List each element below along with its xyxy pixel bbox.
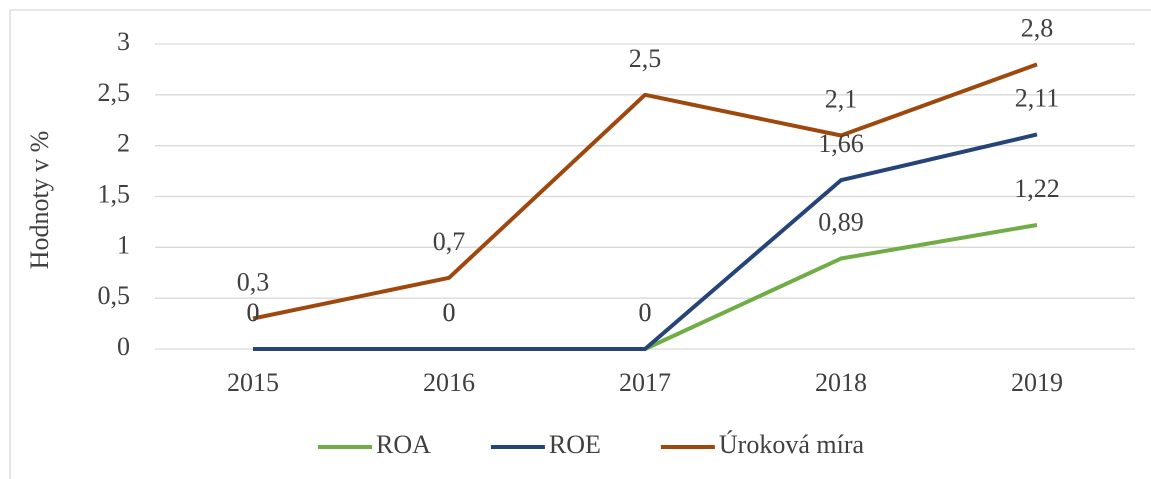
- data-label: 1,66: [818, 129, 864, 158]
- x-tick-label: 2015: [227, 368, 279, 397]
- y-tick-label: 2,5: [98, 78, 131, 107]
- y-tick-label: 0: [117, 332, 130, 361]
- data-label: 0,89: [818, 207, 864, 236]
- data-label: 2,11: [1015, 83, 1060, 112]
- y-tick-label: 2: [117, 129, 130, 158]
- chart-border: [9, 9, 1151, 479]
- x-tick-label: 2017: [619, 368, 671, 397]
- data-label: 2,8: [1021, 13, 1054, 42]
- y-axis-label: Hodnoty v %: [25, 131, 54, 270]
- y-tick-label: 3: [117, 27, 130, 56]
- data-label: 0: [247, 298, 260, 327]
- data-label: 0: [639, 298, 652, 327]
- series-line: [252, 62, 1038, 321]
- data-label: 0: [443, 298, 456, 327]
- data-label: 1,22: [1014, 174, 1060, 203]
- y-tick-label: 1: [117, 230, 130, 259]
- data-label: 2,5: [629, 44, 662, 73]
- y-tick-label: 0,5: [98, 281, 131, 310]
- series-line: [253, 222, 1038, 351]
- x-tick-label: 2016: [423, 368, 475, 397]
- x-tick-label: 2019: [1011, 368, 1063, 397]
- data-label: 0: [639, 298, 652, 327]
- data-label: 0,3: [237, 267, 270, 296]
- legend-label: ROA: [376, 430, 431, 459]
- x-tick-label: 2018: [815, 368, 867, 397]
- data-label: 0: [443, 298, 456, 327]
- legend-label: Úroková míra: [719, 430, 865, 459]
- legend-label: ROE: [549, 430, 601, 459]
- data-label: 0,7: [433, 227, 466, 256]
- data-label: 2,1: [825, 84, 858, 113]
- series-line: [253, 132, 1038, 351]
- data-label: 0: [247, 298, 260, 327]
- y-tick-label: 1,5: [98, 179, 131, 208]
